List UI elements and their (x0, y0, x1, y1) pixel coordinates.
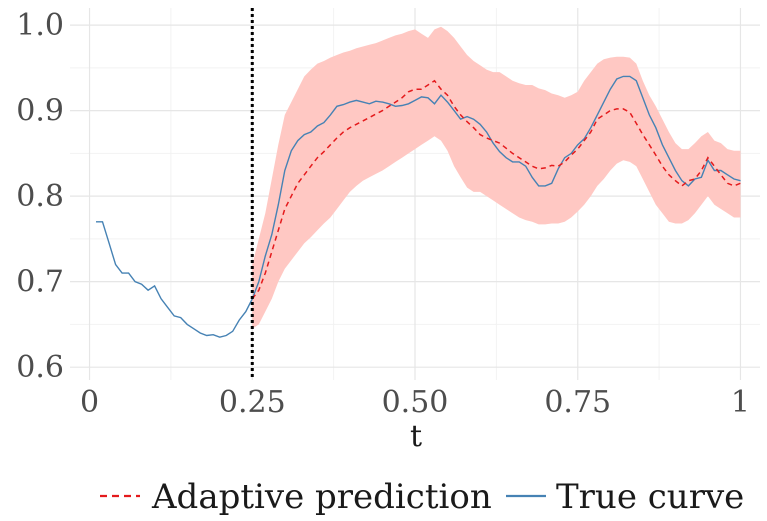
legend: Adaptive prediction True curve (100, 477, 744, 517)
series-layer (96, 75, 741, 338)
x-tick-label: 0 (80, 385, 99, 420)
x-tick-label: 0.75 (544, 385, 611, 420)
y-tick-label: 0.6 (16, 350, 64, 385)
y-tick-label: 1.0 (16, 8, 64, 43)
true-curve-line (96, 75, 741, 338)
y-tick-label: 0.8 (16, 179, 64, 214)
legend-true-label: True curve (556, 477, 744, 517)
x-tick-label: 1 (731, 385, 750, 420)
y-axis: 0.6 0.7 0.8 0.9 1.0 (16, 8, 64, 385)
x-tick-label: 0.50 (382, 385, 449, 420)
x-tick-label: 0.25 (219, 385, 286, 420)
adaptive-prediction-line (251, 79, 741, 300)
legend-prediction-label: Adaptive prediction (151, 477, 492, 517)
x-axis: 0 0.25 0.50 0.75 1 (80, 385, 750, 420)
y-tick-label: 0.7 (16, 265, 64, 300)
y-tick-label: 0.9 (16, 94, 64, 129)
x-axis-title: t (410, 419, 422, 454)
